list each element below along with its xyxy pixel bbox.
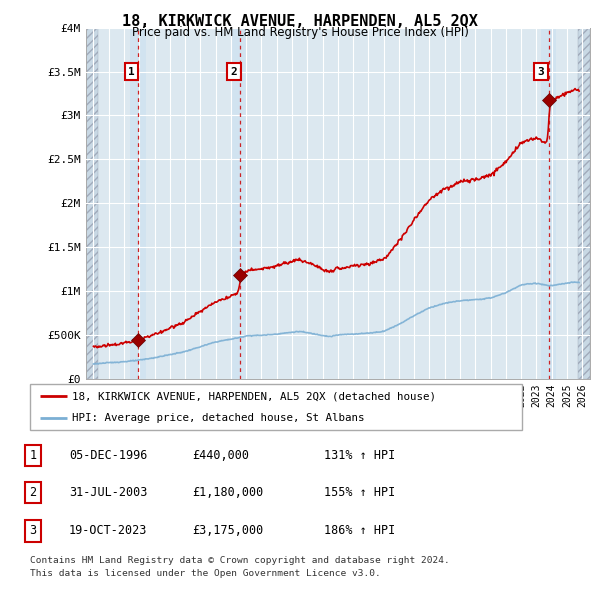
Text: 155% ↑ HPI: 155% ↑ HPI bbox=[324, 486, 395, 499]
Text: 186% ↑ HPI: 186% ↑ HPI bbox=[324, 525, 395, 537]
Text: 1: 1 bbox=[29, 449, 37, 462]
Text: £1,180,000: £1,180,000 bbox=[192, 486, 263, 499]
Text: 131% ↑ HPI: 131% ↑ HPI bbox=[324, 449, 395, 462]
Text: 3: 3 bbox=[538, 67, 544, 77]
Text: Price paid vs. HM Land Registry's House Price Index (HPI): Price paid vs. HM Land Registry's House … bbox=[131, 26, 469, 39]
Polygon shape bbox=[578, 28, 590, 379]
Text: 1: 1 bbox=[128, 67, 135, 77]
Text: 2: 2 bbox=[29, 486, 37, 499]
Text: 19-OCT-2023: 19-OCT-2023 bbox=[69, 525, 148, 537]
Text: 18, KIRKWICK AVENUE, HARPENDEN, AL5 2QX (detached house): 18, KIRKWICK AVENUE, HARPENDEN, AL5 2QX … bbox=[72, 391, 436, 401]
Text: 05-DEC-1996: 05-DEC-1996 bbox=[69, 449, 148, 462]
Text: £440,000: £440,000 bbox=[192, 449, 249, 462]
Bar bbox=[130, 28, 146, 379]
Text: 3: 3 bbox=[29, 525, 37, 537]
Text: £3,175,000: £3,175,000 bbox=[192, 525, 263, 537]
Text: 2: 2 bbox=[230, 67, 238, 77]
Text: This data is licensed under the Open Government Licence v3.0.: This data is licensed under the Open Gov… bbox=[30, 569, 381, 578]
FancyBboxPatch shape bbox=[30, 384, 522, 430]
Polygon shape bbox=[86, 28, 98, 379]
Text: 18, KIRKWICK AVENUE, HARPENDEN, AL5 2QX: 18, KIRKWICK AVENUE, HARPENDEN, AL5 2QX bbox=[122, 14, 478, 29]
Text: 31-JUL-2003: 31-JUL-2003 bbox=[69, 486, 148, 499]
Bar bbox=[232, 28, 247, 379]
Text: Contains HM Land Registry data © Crown copyright and database right 2024.: Contains HM Land Registry data © Crown c… bbox=[30, 556, 450, 565]
Text: HPI: Average price, detached house, St Albans: HPI: Average price, detached house, St A… bbox=[72, 413, 364, 423]
Bar bbox=[541, 28, 556, 379]
